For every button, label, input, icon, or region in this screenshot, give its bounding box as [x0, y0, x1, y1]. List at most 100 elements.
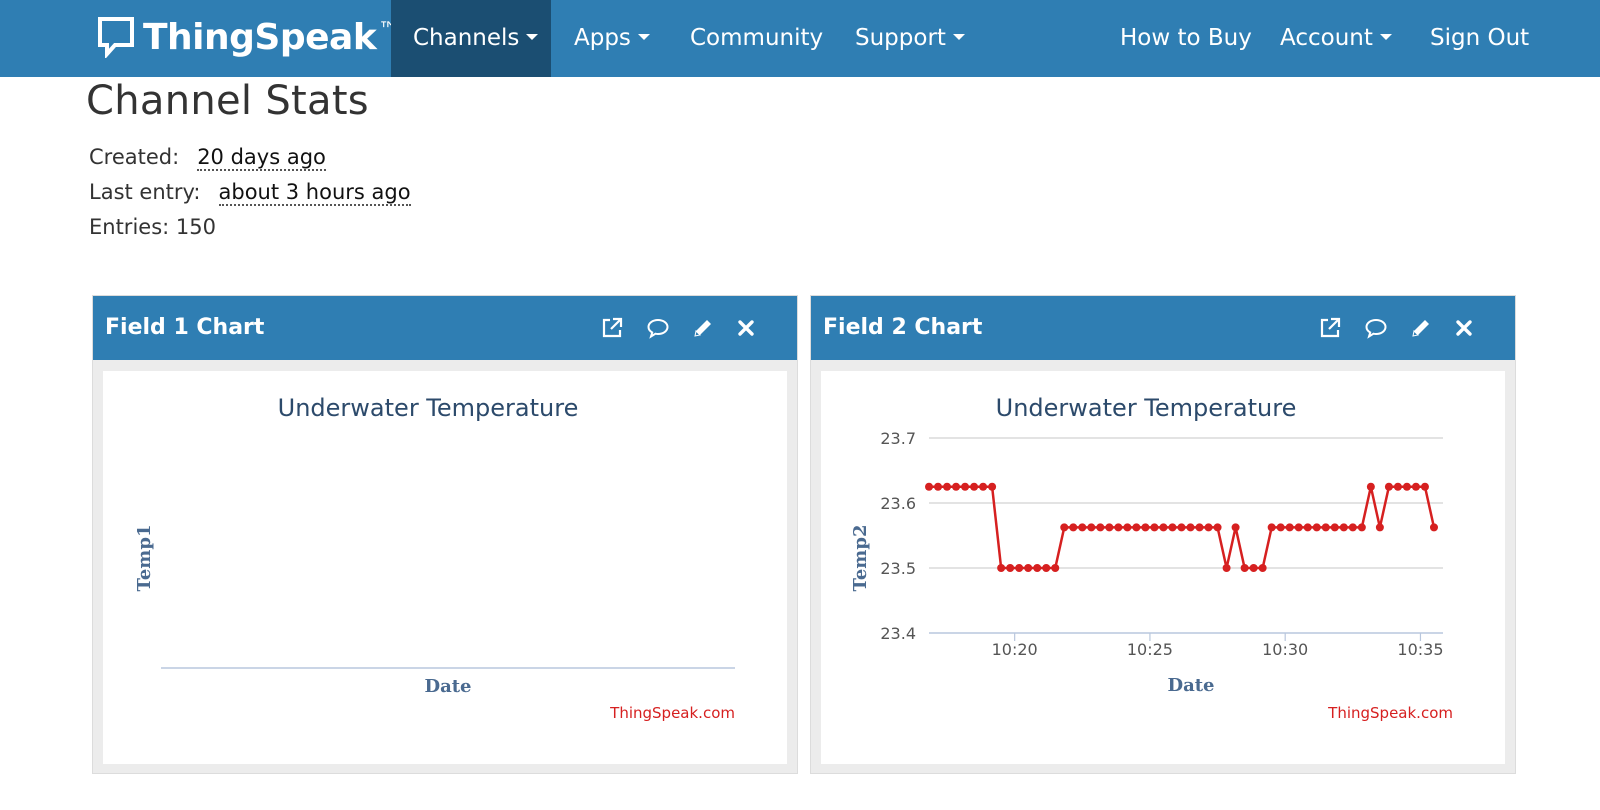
data-point[interactable]: [1168, 523, 1177, 532]
nav-community-label: Community: [690, 25, 824, 51]
data-point[interactable]: [1303, 523, 1312, 532]
data-point[interactable]: [1096, 523, 1105, 532]
nav-sign-out[interactable]: Sign Out: [1408, 0, 1551, 77]
data-point[interactable]: [1114, 523, 1123, 532]
thingspeak-credit-link[interactable]: ThingSpeak.com: [609, 704, 735, 722]
temp2-chart: Underwater Temperature Temp2 23.4 23.5 23.…: [850, 394, 1453, 722]
pencil-icon[interactable]: [691, 316, 715, 340]
comment-icon[interactable]: [1364, 316, 1388, 340]
nav-how-to-buy-label: How to Buy: [1120, 25, 1252, 51]
data-point[interactable]: [1006, 564, 1015, 572]
data-point[interactable]: [1051, 564, 1060, 572]
data-point[interactable]: [1321, 523, 1330, 532]
stat-last-entry: Last entry: about 3 hours ago: [89, 180, 411, 206]
data-point[interactable]: [1060, 523, 1069, 532]
data-point[interactable]: [1024, 564, 1033, 572]
data-point[interactable]: [1366, 482, 1375, 491]
data-point[interactable]: [1195, 523, 1204, 532]
data-point[interactable]: [1150, 523, 1159, 532]
external-link-icon[interactable]: [1318, 316, 1342, 340]
page-title: Channel Stats: [86, 78, 369, 124]
nav-apps[interactable]: Apps: [552, 0, 672, 77]
chart-title: Underwater Temperature: [278, 394, 579, 422]
x-tick-label: 10:20: [992, 640, 1038, 659]
panel-header: Field 1 Chart: [93, 296, 797, 360]
field-1-chart-panel: Field 1 Chart Underwater Temperature Tem…: [92, 295, 798, 774]
data-point[interactable]: [1276, 523, 1285, 532]
data-point[interactable]: [1330, 523, 1339, 532]
data-point[interactable]: [1267, 523, 1276, 532]
close-icon[interactable]: [734, 316, 758, 340]
data-point[interactable]: [1159, 523, 1168, 532]
data-point[interactable]: [1339, 523, 1348, 532]
data-point[interactable]: [1087, 523, 1096, 532]
data-point[interactable]: [970, 482, 979, 491]
data-point[interactable]: [1033, 564, 1042, 572]
nav-community[interactable]: Community: [668, 0, 845, 77]
data-point[interactable]: [1249, 564, 1258, 572]
nav-apps-label: Apps: [574, 25, 631, 51]
external-link-icon[interactable]: [600, 316, 624, 340]
stat-last-entry-label: Last entry:: [89, 180, 201, 204]
data-point[interactable]: [1429, 523, 1438, 532]
data-point[interactable]: [997, 564, 1006, 572]
data-point[interactable]: [1213, 523, 1222, 532]
data-point[interactable]: [1258, 564, 1267, 572]
data-point[interactable]: [952, 482, 961, 491]
chart-area: Underwater Temperature Temp2 23.4 23.5 23.…: [821, 371, 1505, 764]
data-point[interactable]: [1186, 523, 1195, 532]
y-axis-label: Temp1: [134, 525, 155, 592]
data-point[interactable]: [1420, 482, 1429, 491]
nav-how-to-buy[interactable]: How to Buy: [1098, 0, 1274, 77]
nav-channels[interactable]: Channels: [391, 0, 551, 77]
x-tick-label: 10:25: [1127, 640, 1173, 659]
x-axis-label: Date: [424, 676, 471, 697]
data-point[interactable]: [1393, 482, 1402, 491]
data-point[interactable]: [988, 482, 997, 491]
stat-created-value: 20 days ago: [197, 145, 326, 171]
data-point[interactable]: [1015, 564, 1024, 572]
data-point[interactable]: [1078, 523, 1087, 532]
data-point[interactable]: [1375, 523, 1384, 532]
data-point[interactable]: [1069, 523, 1078, 532]
data-point[interactable]: [1285, 523, 1294, 532]
nav-sign-out-label: Sign Out: [1430, 25, 1530, 51]
brand-logo[interactable]: ThingSpeak ™: [97, 14, 398, 60]
data-point[interactable]: [1411, 482, 1420, 491]
top-navbar: ThingSpeak ™ Channels Apps Community Supp…: [0, 0, 1600, 77]
data-point[interactable]: [1348, 523, 1357, 532]
data-point[interactable]: [1357, 523, 1366, 532]
nav-account[interactable]: Account: [1258, 0, 1414, 77]
data-point[interactable]: [1177, 523, 1186, 532]
stat-last-entry-value: about 3 hours ago: [218, 180, 411, 206]
panel-title: Field 2 Chart: [823, 315, 983, 340]
data-point[interactable]: [1141, 523, 1150, 532]
data-point[interactable]: [979, 482, 988, 491]
comment-icon[interactable]: [646, 316, 670, 340]
data-point[interactable]: [1294, 523, 1303, 532]
x-tick-label: 10:35: [1397, 640, 1443, 659]
caret-down-icon: [526, 33, 539, 40]
y-axis-label: Temp2: [850, 525, 871, 592]
data-point[interactable]: [1222, 564, 1231, 572]
stat-entries: Entries: 150: [89, 215, 216, 239]
data-point[interactable]: [1105, 523, 1114, 532]
data-point[interactable]: [961, 482, 970, 491]
close-icon[interactable]: [1452, 316, 1476, 340]
thingspeak-credit-link[interactable]: ThingSpeak.com: [1327, 704, 1453, 722]
data-point[interactable]: [1204, 523, 1213, 532]
data-point[interactable]: [1123, 523, 1132, 532]
data-point[interactable]: [1132, 523, 1141, 532]
data-point[interactable]: [1042, 564, 1051, 572]
data-point[interactable]: [934, 482, 943, 491]
data-point[interactable]: [1384, 482, 1393, 491]
y-tick-label: 23.6: [880, 494, 916, 513]
data-point[interactable]: [1312, 523, 1321, 532]
data-point[interactable]: [943, 482, 952, 491]
data-point[interactable]: [925, 482, 933, 491]
data-point[interactable]: [1240, 564, 1249, 572]
data-point[interactable]: [1231, 523, 1240, 532]
pencil-icon[interactable]: [1409, 316, 1433, 340]
nav-support[interactable]: Support: [833, 0, 987, 77]
data-point[interactable]: [1402, 482, 1411, 491]
